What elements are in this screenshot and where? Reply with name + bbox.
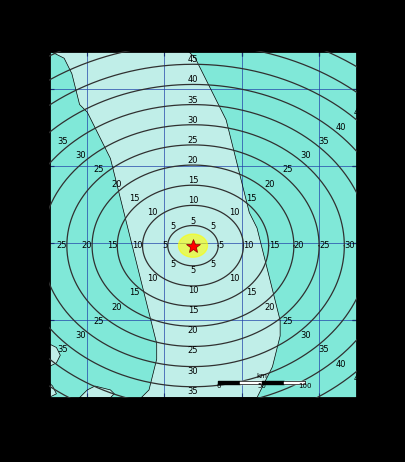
Text: 35: 35 (187, 387, 198, 396)
Text: 30: 30 (75, 151, 86, 160)
Text: 35: 35 (317, 346, 328, 354)
Text: 20: 20 (111, 180, 122, 188)
Text: 5: 5 (190, 266, 195, 275)
Text: 20: 20 (264, 303, 274, 312)
Text: 40: 40 (40, 123, 50, 132)
Text: 20: 20 (293, 241, 304, 250)
Text: 20: 20 (81, 241, 92, 250)
Text: 10: 10 (243, 241, 253, 250)
Polygon shape (49, 50, 279, 398)
Text: 45: 45 (353, 109, 363, 117)
Text: 10: 10 (147, 208, 157, 217)
Text: 25: 25 (56, 241, 67, 250)
Text: 20: 20 (187, 326, 198, 335)
Text: km: km (256, 372, 267, 378)
Text: 40: 40 (40, 360, 50, 369)
Text: 30: 30 (299, 331, 310, 340)
Text: 20: 20 (111, 303, 122, 312)
Text: 35: 35 (187, 96, 198, 104)
Text: 15: 15 (246, 288, 256, 298)
Text: 25: 25 (318, 241, 329, 250)
Text: 10: 10 (147, 274, 157, 283)
Text: 30: 30 (187, 116, 198, 125)
Text: 40: 40 (187, 75, 198, 85)
Text: 15: 15 (187, 176, 198, 185)
Text: 25: 25 (93, 317, 104, 326)
Text: 15: 15 (187, 306, 198, 315)
Text: 25: 25 (93, 165, 104, 175)
Polygon shape (49, 344, 60, 367)
Text: 15: 15 (129, 288, 139, 298)
Text: 40: 40 (335, 123, 345, 132)
Polygon shape (79, 386, 114, 398)
Text: 45: 45 (187, 55, 198, 64)
Text: 5: 5 (210, 260, 215, 269)
Text: 15: 15 (268, 241, 279, 250)
Text: 5: 5 (162, 241, 167, 250)
Text: 35: 35 (58, 346, 68, 354)
Text: 5: 5 (190, 217, 195, 225)
Text: 5: 5 (217, 241, 223, 250)
Text: 0: 0 (215, 383, 220, 389)
Text: 25: 25 (281, 165, 292, 175)
Text: 5: 5 (169, 222, 175, 231)
Text: 30: 30 (299, 151, 310, 160)
Text: 100: 100 (298, 383, 311, 389)
Text: 30: 30 (343, 241, 354, 250)
Text: 35: 35 (58, 137, 68, 146)
Text: 10: 10 (228, 208, 239, 217)
Text: 15: 15 (129, 194, 139, 203)
Text: 50: 50 (257, 383, 266, 389)
Text: 10: 10 (187, 196, 198, 206)
Text: 5: 5 (210, 222, 215, 231)
Polygon shape (49, 382, 56, 398)
Text: 10: 10 (228, 274, 239, 283)
Text: 45: 45 (353, 374, 363, 383)
Text: 5: 5 (169, 260, 175, 269)
Text: 10: 10 (132, 241, 142, 250)
Text: 20: 20 (264, 180, 274, 188)
Text: 30: 30 (187, 366, 198, 376)
Text: 20: 20 (187, 156, 198, 165)
Text: 10: 10 (187, 286, 198, 295)
Text: 25: 25 (187, 136, 198, 145)
Text: 25: 25 (281, 317, 292, 326)
Text: 15: 15 (107, 241, 117, 250)
Polygon shape (178, 234, 207, 257)
Text: 40: 40 (335, 360, 345, 369)
Text: 25: 25 (187, 346, 198, 355)
Text: 30: 30 (75, 331, 86, 340)
Text: 15: 15 (246, 194, 256, 203)
Text: 35: 35 (317, 137, 328, 146)
